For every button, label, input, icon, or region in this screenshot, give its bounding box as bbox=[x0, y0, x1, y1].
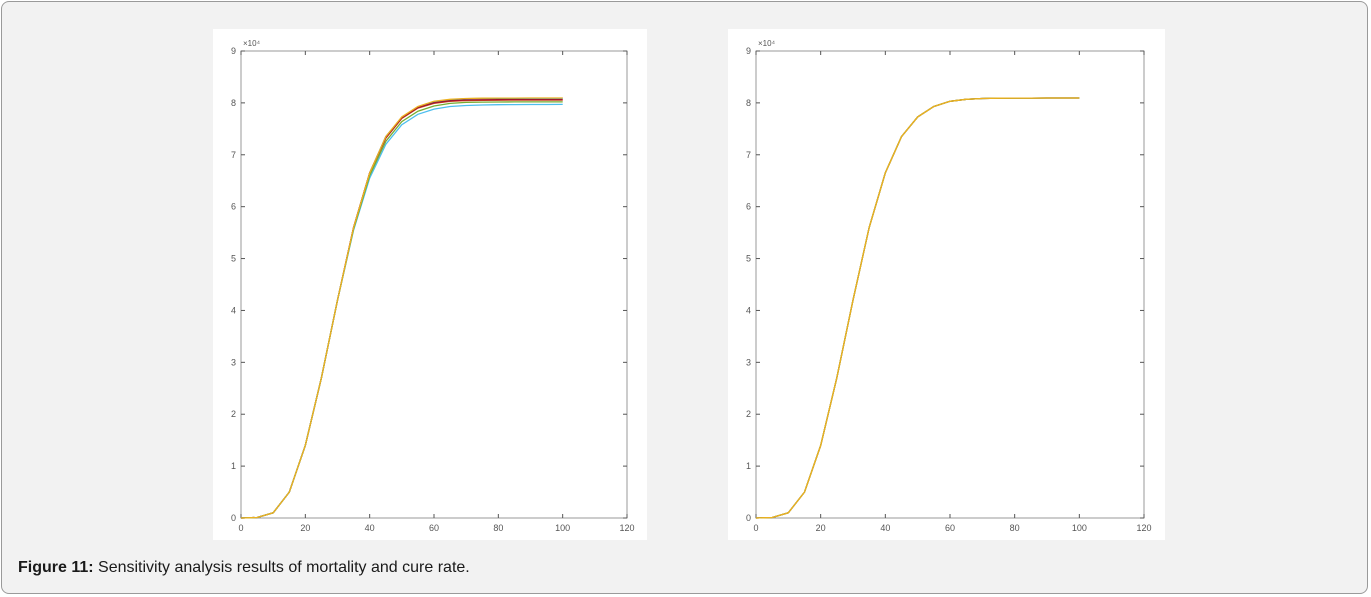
x-tick-label: 20 bbox=[300, 523, 310, 533]
y-tick-label: 1 bbox=[746, 461, 751, 471]
x-tick-label: 120 bbox=[1136, 523, 1151, 533]
figure-caption: Figure 11: Sensitivity analysis results … bbox=[18, 559, 470, 577]
y-tick-label: 6 bbox=[746, 202, 751, 212]
y-tick-label: 7 bbox=[746, 150, 751, 160]
series-line-2 bbox=[240, 99, 563, 519]
series-line-1 bbox=[755, 97, 1080, 519]
y-tick-label: 5 bbox=[746, 254, 751, 264]
series-line-4 bbox=[240, 103, 563, 519]
x-tick-label: 40 bbox=[365, 523, 375, 533]
series-line-3 bbox=[240, 98, 563, 519]
chart-mortality: 0 1 2 3 4 5 6 7 8 9 0 20 40 60 80 100 120 ×10⁴ bbox=[231, 39, 635, 533]
series-line-3 bbox=[755, 97, 1080, 519]
plot-area bbox=[755, 50, 1145, 519]
y-tick-label: 2 bbox=[746, 409, 751, 419]
chart-cure-rate: 0 1 2 3 4 5 6 7 8 9 0 20 40 60 80 100 120 ×10⁴ bbox=[746, 39, 1152, 533]
y-tick-label: 7 bbox=[231, 150, 236, 160]
y-tick-label: 3 bbox=[231, 357, 236, 367]
x-tick-label: 80 bbox=[493, 523, 503, 533]
y-tick-label: 6 bbox=[231, 202, 236, 212]
y-tick-label: 4 bbox=[746, 305, 751, 315]
series-line-2 bbox=[755, 97, 1080, 519]
y-tick-label: 5 bbox=[231, 254, 236, 264]
plot-area bbox=[240, 50, 628, 519]
y-tick-label: 0 bbox=[746, 513, 751, 523]
y-tick-label: 8 bbox=[231, 98, 236, 108]
x-tick-label: 0 bbox=[753, 523, 758, 533]
series-line-6 bbox=[240, 97, 563, 519]
x-tick-label: 80 bbox=[1010, 523, 1020, 533]
x-tick-label: 60 bbox=[429, 523, 439, 533]
y-tick-label: 2 bbox=[231, 409, 236, 419]
y-tick-label: 1 bbox=[231, 461, 236, 471]
y-tick-label: 3 bbox=[746, 357, 751, 367]
y-tick-label: 9 bbox=[746, 46, 751, 56]
x-tick-label: 60 bbox=[945, 523, 955, 533]
series-line-5 bbox=[240, 101, 563, 519]
y-tick-label: 9 bbox=[231, 46, 236, 56]
chart-panel-mortality: 0 1 2 3 4 5 6 7 8 9 0 20 40 60 80 100 120 ×10⁴ bbox=[213, 29, 647, 540]
x-tick-label: 100 bbox=[555, 523, 570, 533]
series-line-1 bbox=[240, 97, 563, 519]
y-multiplier-label: ×10⁴ bbox=[758, 39, 776, 48]
x-tick-label: 40 bbox=[880, 523, 890, 533]
figure-caption-text: Sensitivity analysis results of mortalit… bbox=[93, 559, 470, 576]
x-tick-label: 0 bbox=[238, 523, 243, 533]
x-tick-label: 20 bbox=[816, 523, 826, 533]
series-line-4 bbox=[755, 97, 1080, 519]
y-tick-label: 4 bbox=[231, 305, 236, 315]
x-tick-label: 100 bbox=[1072, 523, 1087, 533]
chart-panel-cure-rate: 0 1 2 3 4 5 6 7 8 9 0 20 40 60 80 100 120 ×10⁴ bbox=[728, 29, 1165, 540]
y-tick-label: 8 bbox=[746, 98, 751, 108]
y-multiplier-label: ×10⁴ bbox=[243, 39, 261, 48]
x-tick-label: 120 bbox=[619, 523, 634, 533]
y-tick-label: 0 bbox=[231, 513, 236, 523]
figure-caption-label: Figure 11: bbox=[18, 559, 94, 576]
